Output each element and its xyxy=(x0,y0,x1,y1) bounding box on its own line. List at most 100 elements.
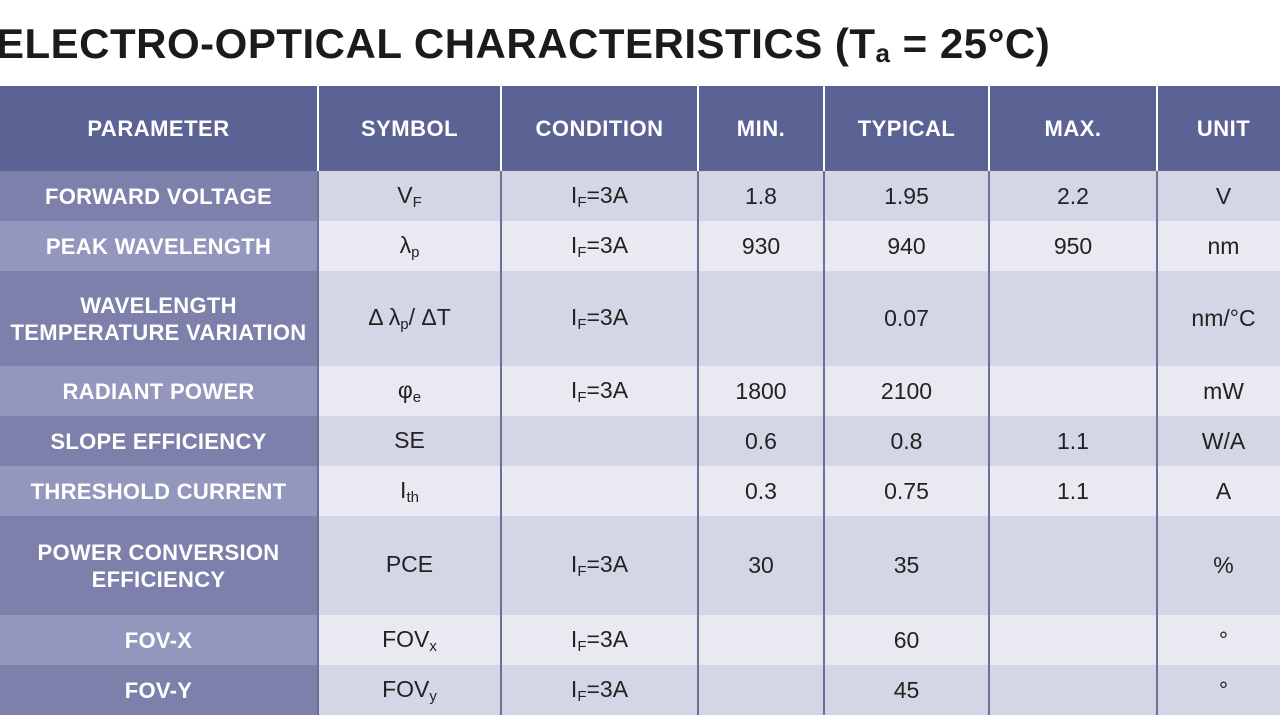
cell-parameter: THRESHOLD CURRENT xyxy=(0,466,319,516)
cell-min: 0.3 xyxy=(698,466,825,516)
cell-condition xyxy=(501,416,699,466)
cell-parameter: WAVELENGTH TEMPERATURE VARIATION xyxy=(0,271,319,366)
symbol-subscript: p xyxy=(400,316,409,333)
cell-condition: IF=3A xyxy=(501,665,699,715)
cell-max xyxy=(989,271,1158,366)
symbol-subscript: p xyxy=(411,243,420,261)
condition-subscript: F xyxy=(577,687,587,705)
cell-typical: 35 xyxy=(824,516,990,615)
condition-subscript: F xyxy=(577,243,587,261)
cell-max xyxy=(989,615,1158,665)
cell-parameter: PEAK WAVELENGTH xyxy=(0,221,319,271)
title-text-rest: = 25°C) xyxy=(890,20,1051,67)
condition-value: =3A xyxy=(586,181,629,208)
cell-unit: V xyxy=(1157,171,1280,221)
cell-symbol: λp xyxy=(318,221,502,271)
cell-symbol: φe xyxy=(318,366,502,416)
symbol-subscript: y xyxy=(429,687,437,705)
cell-min xyxy=(698,665,825,715)
condition-subscript: F xyxy=(577,388,587,406)
symbol-subscript: F xyxy=(412,193,422,211)
cell-parameter: RADIANT POWER xyxy=(0,366,319,416)
cell-min xyxy=(698,615,825,665)
cell-unit: mW xyxy=(1157,366,1280,416)
table-row: FOV-Y FOVy IF=3A 45 ° xyxy=(0,665,1280,715)
cell-unit: % xyxy=(1157,516,1280,615)
condition-value: =3A xyxy=(586,551,629,577)
table-row: THRESHOLD CURRENT Ith 0.3 0.75 1.1 A xyxy=(0,466,1280,516)
symbol-text: Δ λ xyxy=(368,304,401,330)
cell-typical: 940 xyxy=(824,221,990,271)
condition-text: I xyxy=(570,625,578,652)
cell-min: 1.8 xyxy=(698,171,825,221)
cell-max: 2.2 xyxy=(989,171,1158,221)
symbol-text: V xyxy=(397,181,413,208)
cell-symbol: FOVx xyxy=(318,615,502,665)
title-subscript: a xyxy=(875,38,891,68)
cell-unit: ° xyxy=(1157,615,1280,665)
table-row: RADIANT POWER φe IF=3A 1800 2100 mW xyxy=(0,366,1280,416)
condition-value: =3A xyxy=(586,625,629,652)
cell-condition xyxy=(501,466,699,516)
cell-symbol: VF xyxy=(318,171,502,221)
cell-typical: 1.95 xyxy=(824,171,990,221)
condition-subscript: F xyxy=(577,563,587,580)
condition-text: I xyxy=(570,675,578,702)
page-title: ELECTRO-OPTICAL CHARACTERISTICS (Ta = 25… xyxy=(0,18,1050,79)
cell-min: 30 xyxy=(698,516,825,615)
cell-symbol: Ith xyxy=(318,466,502,516)
symbol-subscript: x xyxy=(429,637,437,655)
symbol-text-rest: / ΔT xyxy=(408,304,451,330)
table-row: WAVELENGTH TEMPERATURE VARIATION Δ λp/ Δ… xyxy=(0,271,1280,366)
cell-min xyxy=(698,271,825,366)
cell-max: 950 xyxy=(989,221,1158,271)
condition-value: =3A xyxy=(586,675,629,702)
cell-condition: IF=3A xyxy=(501,271,699,366)
symbol-text: φ xyxy=(397,376,413,403)
header-symbol: SYMBOL xyxy=(318,86,502,171)
header-row: PARAMETER SYMBOL CONDITION MIN. TYPICAL … xyxy=(0,86,1280,171)
condition-value: =3A xyxy=(586,376,629,403)
cell-condition: IF=3A xyxy=(501,366,699,416)
symbol-subscript: th xyxy=(406,488,419,506)
cell-parameter: POWER CONVERSION EFFICIENCY xyxy=(0,516,319,615)
cell-condition: IF=3A xyxy=(501,221,699,271)
cell-max xyxy=(989,516,1158,615)
symbol-text: I xyxy=(400,476,407,503)
header-condition: CONDITION xyxy=(501,86,699,171)
cell-symbol: PCE xyxy=(318,516,502,615)
cell-unit: ° xyxy=(1157,665,1280,715)
symbol-text: FOV xyxy=(382,625,430,652)
header-max: MAX. xyxy=(989,86,1158,171)
condition-text: I xyxy=(570,304,578,330)
header-parameter: PARAMETER xyxy=(0,86,319,171)
condition-text: I xyxy=(570,551,578,577)
table-row: SLOPE EFFICIENCY SE 0.6 0.8 1.1 W/A xyxy=(0,416,1280,466)
condition-text: I xyxy=(570,231,578,258)
symbol-text: SE xyxy=(394,426,425,453)
condition-subscript: F xyxy=(577,637,587,655)
cell-parameter: FORWARD VOLTAGE xyxy=(0,171,319,221)
cell-min: 930 xyxy=(698,221,825,271)
cell-typical: 60 xyxy=(824,615,990,665)
cell-typical: 0.8 xyxy=(824,416,990,466)
cell-max: 1.1 xyxy=(989,416,1158,466)
condition-text: I xyxy=(570,181,578,208)
header-min: MIN. xyxy=(698,86,825,171)
cell-parameter: FOV-Y xyxy=(0,665,319,715)
condition-text: I xyxy=(570,376,578,403)
cell-condition: IF=3A xyxy=(501,516,699,615)
characteristics-table: PARAMETER SYMBOL CONDITION MIN. TYPICAL … xyxy=(0,86,1280,715)
cell-condition: IF=3A xyxy=(501,171,699,221)
cell-min: 1800 xyxy=(698,366,825,416)
cell-typical: 0.07 xyxy=(824,271,990,366)
condition-subscript: F xyxy=(577,193,587,211)
header-typical: TYPICAL xyxy=(824,86,990,171)
table-row: PEAK WAVELENGTH λp IF=3A 930 940 950 nm xyxy=(0,221,1280,271)
cell-condition: IF=3A xyxy=(501,615,699,665)
table-row: FORWARD VOLTAGE VF IF=3A 1.8 1.95 2.2 V xyxy=(0,171,1280,221)
cell-max xyxy=(989,366,1158,416)
header-unit: UNIT xyxy=(1157,86,1280,171)
condition-value: =3A xyxy=(586,231,629,258)
cell-unit: W/A xyxy=(1157,416,1280,466)
